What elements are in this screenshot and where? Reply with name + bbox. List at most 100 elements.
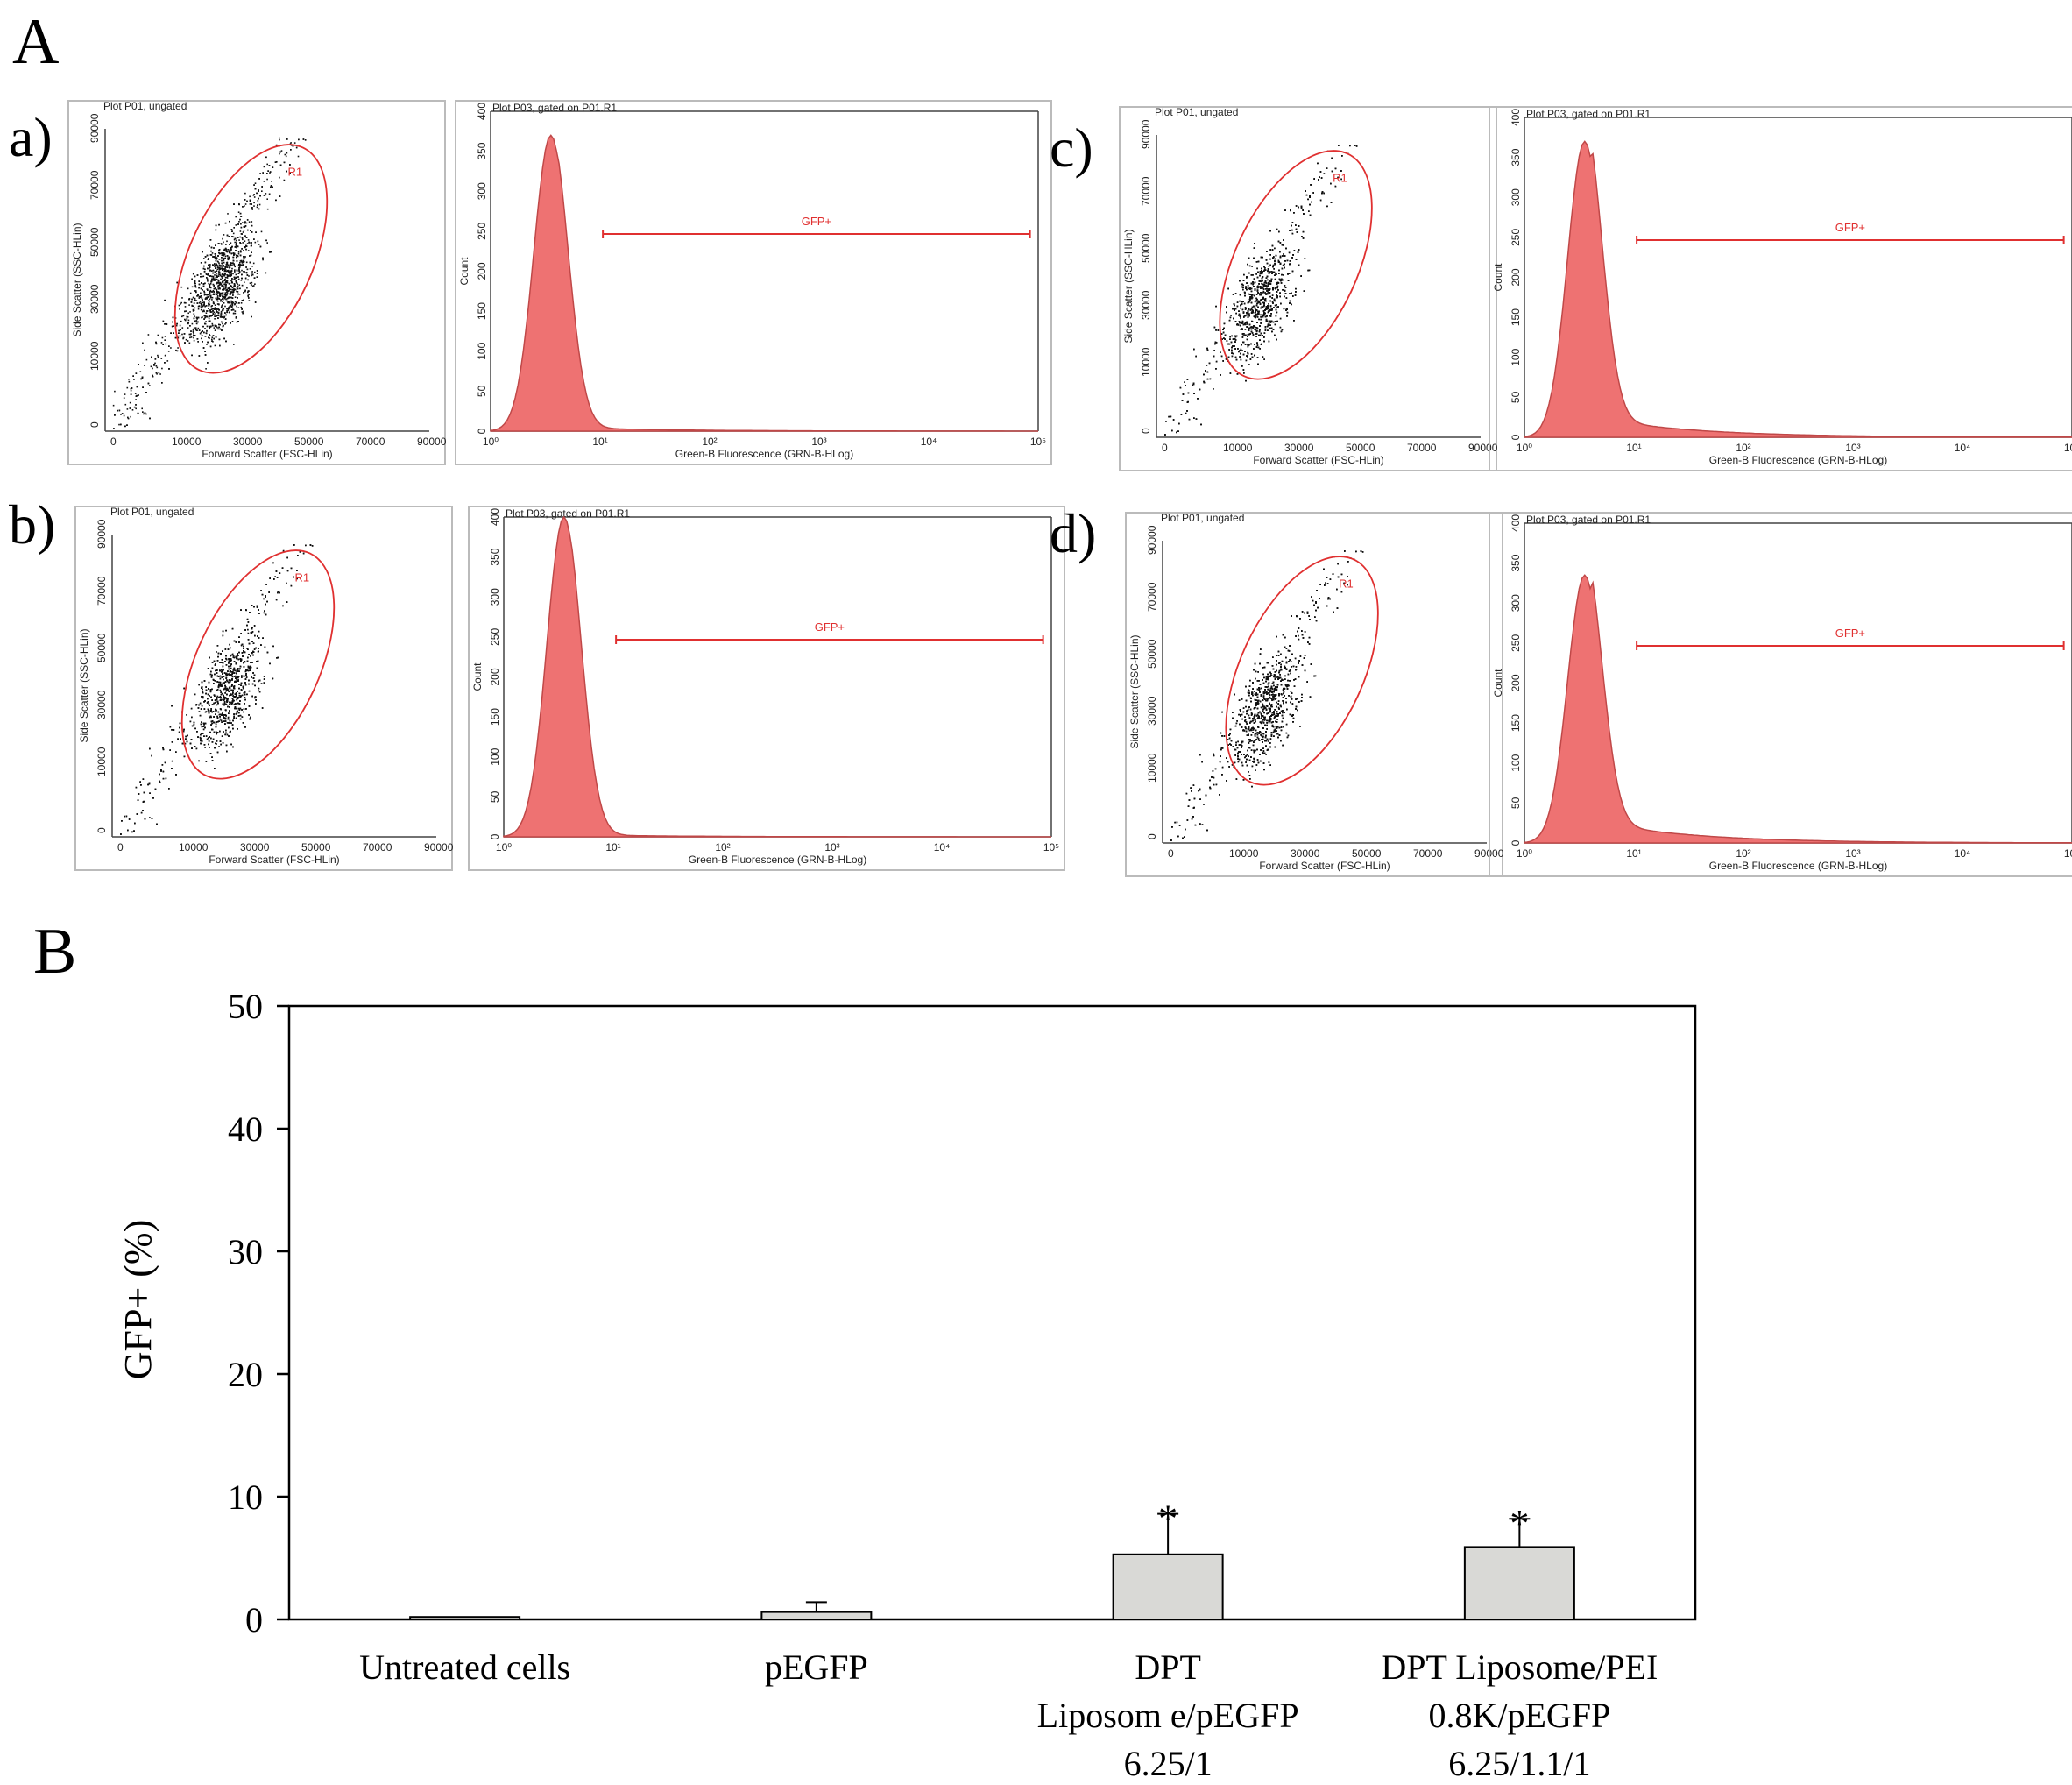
scatter-point — [216, 264, 217, 266]
scatter-point — [207, 274, 209, 276]
scatter-x-tick: 90000 — [424, 841, 454, 854]
scatter-points — [112, 137, 307, 429]
scatter-point — [194, 327, 195, 329]
scatter-point — [207, 294, 209, 295]
scatter-point — [219, 284, 221, 286]
scatter-point — [233, 276, 236, 279]
scatter-point — [223, 249, 224, 251]
scatter-point — [216, 257, 218, 259]
scatter-point — [221, 285, 223, 287]
scatter-point — [118, 409, 121, 412]
scatter-point — [213, 287, 216, 290]
scatter-point — [218, 266, 221, 269]
scatter-point — [224, 295, 227, 297]
scatter-point — [228, 301, 230, 304]
scatter-point — [236, 672, 237, 675]
scatter-point — [180, 350, 181, 352]
scatter-point — [190, 330, 192, 332]
scatter-point — [258, 244, 260, 245]
scatter-point — [198, 302, 201, 304]
scatter-point — [228, 257, 230, 259]
scatter-point — [126, 386, 129, 389]
scatter-point — [226, 240, 228, 243]
scatter-point — [186, 315, 188, 318]
scatter-point — [215, 254, 216, 257]
scatter-point — [208, 301, 210, 303]
scatter-point — [209, 335, 211, 336]
scatter-point — [242, 238, 244, 241]
scatter-point — [218, 269, 221, 271]
scatter-point — [247, 250, 250, 251]
scatter-point — [225, 322, 227, 324]
scatter-point — [230, 247, 231, 249]
scatter-point — [230, 273, 232, 275]
scatter-point — [211, 311, 213, 313]
scatter-point — [279, 164, 282, 166]
scatter-point — [292, 145, 294, 147]
scatter-point — [214, 318, 216, 320]
scatter-point — [135, 404, 137, 406]
scatter-point — [218, 287, 221, 289]
scatter-point — [222, 301, 223, 302]
scatter-point — [244, 240, 246, 242]
scatter-point — [200, 295, 202, 297]
scatter-point — [223, 295, 225, 298]
scatter-point — [242, 242, 244, 244]
scatter-point — [168, 345, 170, 347]
scatter-point — [221, 307, 223, 308]
scatter-point — [135, 372, 138, 374]
scatter-point — [217, 280, 220, 282]
scatter-point — [209, 292, 210, 294]
scatter-point — [208, 336, 209, 339]
scatter-point — [227, 270, 229, 272]
scatter-point — [250, 244, 252, 247]
scatter-point — [120, 414, 122, 415]
scatter-point — [236, 260, 238, 262]
scatter-point — [240, 302, 243, 304]
scatter-point — [191, 298, 193, 301]
scatter-point — [126, 408, 129, 410]
scatter-point — [234, 301, 237, 303]
scatter-point — [211, 308, 214, 310]
scatter-point — [155, 343, 158, 345]
scatter-point — [162, 320, 165, 322]
scatter-point — [228, 308, 230, 309]
scatter-point — [240, 226, 243, 229]
scatter-point — [234, 288, 237, 291]
scatter-point — [232, 262, 234, 264]
scatter-point — [207, 273, 209, 275]
scatter-point — [238, 267, 240, 269]
scatter-point — [254, 271, 256, 273]
scatter-point — [235, 280, 237, 283]
scatter-point — [211, 296, 214, 299]
scatter-point — [203, 265, 205, 267]
scatter-point — [194, 285, 196, 287]
scatter-point — [226, 263, 229, 266]
scatter-point — [229, 306, 231, 308]
scatter-point — [214, 280, 216, 281]
scatter-point — [197, 321, 199, 323]
scatter-point — [228, 250, 230, 252]
hist-title: Plot P03, gated on P01.R1 — [492, 102, 617, 114]
scatter-point — [209, 283, 212, 285]
scatter-point — [223, 268, 225, 270]
scatter-point — [213, 291, 215, 293]
scatter-point — [228, 660, 230, 662]
scatter-point — [223, 296, 225, 299]
scatter-point — [214, 329, 216, 331]
scatter-point — [279, 195, 281, 197]
scatter-point — [161, 336, 164, 339]
scatter-point — [188, 298, 191, 300]
scatter-point — [230, 249, 232, 251]
scatter-point — [203, 271, 206, 273]
scatter-point — [257, 204, 258, 206]
scatter-point — [209, 309, 211, 312]
gate-region-label: R1 — [288, 165, 303, 178]
scatter-point — [209, 290, 212, 293]
scatter-point — [248, 241, 250, 244]
scatter-point — [286, 152, 288, 154]
scatter-point — [238, 239, 240, 241]
scatter-point — [222, 322, 223, 325]
scatter-point — [230, 288, 232, 291]
